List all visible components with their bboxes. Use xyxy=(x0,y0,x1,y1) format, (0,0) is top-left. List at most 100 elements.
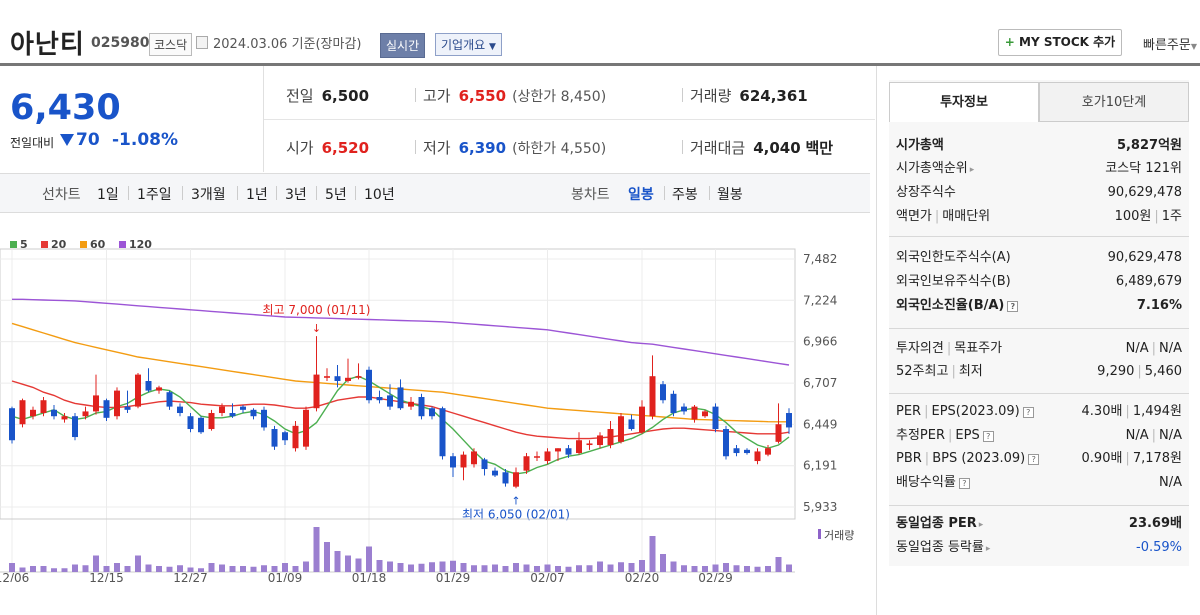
change-value: 70 xyxy=(60,130,100,150)
volume-bar xyxy=(229,566,236,572)
candle-body xyxy=(660,384,666,401)
period-5[interactable]: 3년 xyxy=(285,187,307,203)
chevron-right-icon[interactable]: ▸ xyxy=(985,544,991,554)
volume-bar xyxy=(376,560,383,572)
chevron-down-icon: ▼ xyxy=(489,42,496,52)
info-row: 시가총액순위 ▸ 코스닥 121위 xyxy=(896,159,1182,179)
help-icon[interactable]: ? xyxy=(1007,301,1019,312)
info-row: 시가총액 5,827억원 xyxy=(896,136,1182,156)
tab-invest-info[interactable]: 투자정보 xyxy=(889,82,1039,122)
volume-bar xyxy=(544,564,551,572)
tab-hoga[interactable]: 호가10단계 xyxy=(1039,82,1189,122)
candle-body xyxy=(723,429,729,457)
volume-bar xyxy=(555,566,561,572)
stat-value: 6,390 xyxy=(458,139,507,157)
mystock-add-button[interactable]: + MY STOCK 추가 xyxy=(998,29,1122,56)
chevron-right-icon[interactable]: ▸ xyxy=(978,520,984,530)
info-key: 동일업종 등락률 ▸ xyxy=(896,540,991,555)
volume-bar xyxy=(355,558,362,572)
candle-body xyxy=(429,408,435,417)
y-tick-label: 7,482 xyxy=(803,252,837,266)
candle-body xyxy=(376,397,383,401)
quick-order-button[interactable]: 빠른주문▼ xyxy=(1143,34,1197,53)
candle-body xyxy=(450,456,456,468)
legend-label: 20 xyxy=(51,238,67,251)
stock-name: 아난티 xyxy=(10,30,85,60)
volume-bar xyxy=(576,565,582,572)
help-icon[interactable]: ? xyxy=(1022,407,1034,418)
period-7[interactable]: 10년 xyxy=(364,187,395,203)
x-tick-label: 02/29 xyxy=(698,571,733,582)
corp-overview-button[interactable]: 기업개요 ▼ xyxy=(435,33,502,56)
candle-body xyxy=(387,395,393,407)
info-row: PBR | BPS (2023.09)? 0.90배 | 7,178원 xyxy=(896,449,1182,469)
current-price: 6,430 xyxy=(10,88,121,128)
candle-body xyxy=(40,400,47,414)
help-icon[interactable]: ? xyxy=(982,431,994,442)
change-percent: -1.08% xyxy=(112,130,179,150)
realtime-button[interactable]: 실시간 xyxy=(380,33,426,58)
candle-body xyxy=(156,387,162,391)
candle-body xyxy=(261,409,267,428)
period-2[interactable]: 1주일 xyxy=(137,187,172,203)
candle-body xyxy=(418,397,425,417)
stat-label: 전일 xyxy=(286,87,314,105)
volume-bar xyxy=(208,563,215,572)
volume-bar xyxy=(723,563,729,572)
x-tick-label: 12/27 xyxy=(173,571,208,582)
base-date: 2024.03.06 기준(장마감) xyxy=(213,37,362,52)
change-label: 전일대비 xyxy=(10,136,55,150)
candle-body xyxy=(124,406,131,410)
help-icon[interactable]: ? xyxy=(958,478,970,489)
separator: | xyxy=(924,404,929,419)
candle-body xyxy=(565,448,572,455)
period-1[interactable]: 1일 xyxy=(97,187,119,203)
separator: | xyxy=(948,428,953,443)
low-annotation: 최저 6,050 (02/01) xyxy=(462,507,570,521)
volume-bar xyxy=(775,557,782,572)
quick-order-label: 빠른주문 xyxy=(1143,38,1191,53)
candle-body xyxy=(744,449,750,454)
candle-body xyxy=(345,377,351,381)
period-4[interactable]: 1년 xyxy=(246,187,268,203)
help-icon[interactable]: ? xyxy=(1028,454,1040,465)
x-tick-label: 12/06 xyxy=(0,571,29,582)
corp-overview-label: 기업개요 xyxy=(441,38,486,52)
candle-body xyxy=(292,425,299,449)
volume-bar xyxy=(513,563,519,572)
volume-bar xyxy=(19,567,26,572)
candle-body xyxy=(481,459,488,470)
info-row: 동일업종 PER ▸ 23.69배 xyxy=(896,514,1182,534)
period-3[interactable]: 3개월 xyxy=(191,187,226,203)
candle-body xyxy=(145,380,152,391)
volume-bar xyxy=(481,565,488,572)
volume-bar xyxy=(523,564,530,572)
price-block xyxy=(0,66,264,172)
volume-bar xyxy=(744,566,750,572)
candle-body xyxy=(334,376,341,381)
candle-period-3[interactable]: 월봉 xyxy=(717,187,743,203)
volume-bar xyxy=(660,554,666,572)
period-6[interactable]: 5년 xyxy=(325,187,347,203)
volume-bar xyxy=(187,567,194,572)
volume-bar xyxy=(334,551,341,572)
legend-label: 5 xyxy=(20,238,28,251)
volume-bar xyxy=(597,561,603,572)
candle-period-2[interactable]: 주봉 xyxy=(672,187,698,203)
separator xyxy=(128,186,129,200)
stock-chart[interactable]: 7,482 7,224 6,966 6,707 6,449 6,191 5,933 5 20 60… xyxy=(0,230,870,582)
info-row: 외국인보유주식수(B) 6,489,679 xyxy=(896,272,1182,292)
candle-period-1[interactable]: 일봉 xyxy=(628,187,654,203)
stat-amount: 거래대금 4,040 백만 xyxy=(690,137,833,158)
candle-body xyxy=(397,387,404,409)
y-tick-label: 6,966 xyxy=(803,335,837,349)
stat-sub: (하한가 4,550) xyxy=(512,141,607,157)
volume-bar xyxy=(177,565,183,572)
volume-bar xyxy=(30,566,36,572)
chevron-right-icon[interactable]: ▸ xyxy=(969,165,975,175)
stat-prev: 전일 6,500 xyxy=(286,85,369,106)
info-value: 23.69배 xyxy=(1128,516,1182,531)
info-key: PER | EPS(2023.09)? xyxy=(896,402,1034,422)
volume-bar xyxy=(93,555,99,572)
volume-bar xyxy=(9,563,15,572)
